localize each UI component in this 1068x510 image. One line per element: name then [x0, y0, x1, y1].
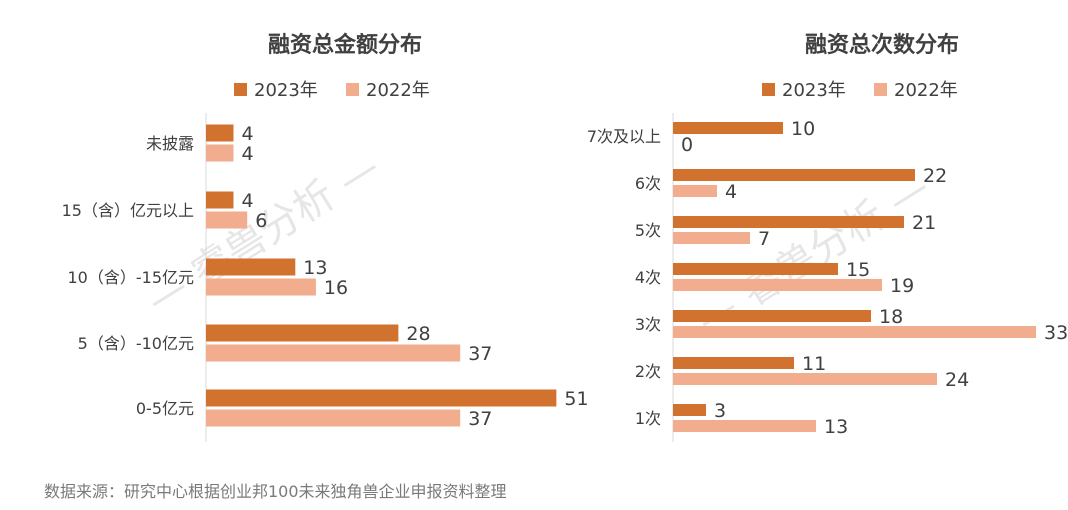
legend-label-1: 2022年 [894, 80, 958, 101]
bar-2022 [673, 373, 937, 385]
data-label-2023: 15 [846, 259, 870, 281]
legend-label-0: 2023年 [782, 80, 846, 101]
bar-2023 [673, 310, 871, 322]
data-label-2022: 24 [945, 369, 969, 391]
category-label: 2次 [635, 362, 661, 381]
bar-2022 [673, 232, 750, 244]
bar-2022 [673, 185, 717, 197]
bar-2022 [673, 279, 882, 291]
data-label-2023: 18 [879, 306, 903, 328]
legend-label-1: 2022年 [366, 80, 430, 101]
data-label-2023: 51 [564, 388, 588, 410]
category-label: 4次 [635, 268, 661, 287]
category-label: 0-5亿元 [136, 399, 194, 418]
source-note: 数据来源：研究中心根据创业邦100未来独角兽企业申报资料整理 [44, 482, 507, 501]
data-label-2022: 37 [468, 343, 492, 365]
data-label-2023: 11 [802, 353, 826, 375]
data-label-2022: 13 [824, 416, 848, 438]
bar-2023 [206, 191, 234, 209]
data-label-2022: 4 [725, 181, 737, 203]
bar-2022 [206, 278, 316, 296]
data-label-2023: 3 [714, 400, 726, 422]
category-label: 3次 [635, 315, 661, 334]
bar-2023 [673, 216, 904, 228]
data-label-2023: 4 [241, 123, 253, 145]
data-label-2022: 6 [255, 210, 267, 232]
data-label-2022: 4 [241, 143, 253, 165]
bar-2023 [206, 324, 399, 342]
data-label-2023: 28 [406, 323, 430, 345]
category-label: 1次 [635, 409, 661, 428]
watermark-text-0: — 睿兽分析 — [138, 144, 387, 324]
category-label: 10（含）-15亿元 [68, 268, 195, 287]
data-label-2022: 19 [890, 275, 914, 297]
bar-2022 [673, 326, 1036, 338]
legend-swatch-0 [762, 83, 775, 96]
bar-2022 [206, 344, 461, 362]
legend-swatch-1 [874, 83, 887, 96]
data-label-2022: 37 [468, 408, 492, 430]
category-label: 5次 [635, 221, 661, 240]
legend-label-0: 2023年 [254, 80, 318, 101]
data-label-2022: 7 [758, 228, 770, 250]
chart-funding-count: 融资总次数分布 2023年 2022年 7次及以上 10 0 6次 22 4 5次 21 7 4次 15 1… [587, 32, 1068, 442]
category-label: 5（含）-10亿元 [78, 334, 194, 353]
bar-2023 [206, 258, 296, 276]
data-label-2022: 0 [681, 134, 693, 156]
legend-swatch-0 [234, 83, 247, 96]
bar-2023 [673, 263, 838, 275]
bar-2022 [206, 144, 234, 162]
chart-title: 融资总次数分布 [805, 32, 959, 58]
bar-2023 [673, 357, 794, 369]
bar-2023 [673, 404, 706, 416]
bar-2023 [673, 169, 915, 181]
bar-2023 [206, 124, 234, 142]
category-label: 未披露 [146, 134, 194, 153]
data-label-2023: 21 [912, 212, 936, 234]
category-label: 7次及以上 [587, 127, 661, 146]
bar-2023 [673, 122, 783, 134]
data-label-2023: 10 [791, 118, 815, 140]
category-label: 6次 [635, 174, 661, 193]
chart-title: 融资总金额分布 [268, 32, 422, 58]
data-label-2022: 16 [324, 277, 348, 299]
category-label: 15（含）亿元以上 [62, 201, 194, 220]
bar-2022 [206, 409, 461, 427]
data-label-2023: 22 [923, 165, 947, 187]
bar-2023 [206, 389, 557, 407]
data-label-2023: 4 [241, 190, 253, 212]
data-label-2022: 33 [1044, 322, 1068, 344]
bar-2022 [673, 420, 816, 432]
legend-swatch-1 [346, 83, 359, 96]
data-label-2023: 13 [303, 257, 327, 279]
bar-2022 [206, 211, 248, 229]
